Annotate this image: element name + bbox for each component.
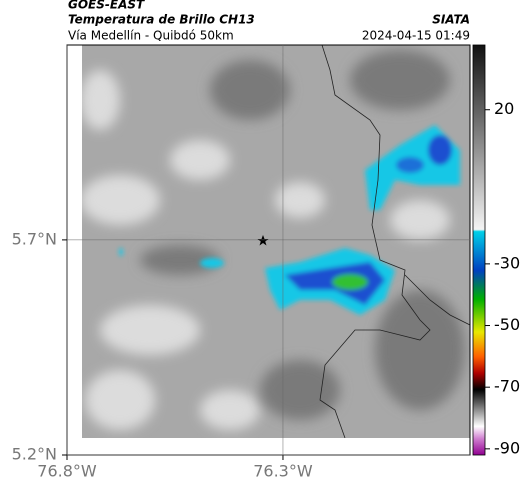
source: GOES-EAST <box>68 0 145 12</box>
colorbar-tick-label: -30 <box>494 253 520 272</box>
y-tick-label: 5.7°N <box>12 229 57 248</box>
colorbar-tick-label: -90 <box>494 438 520 457</box>
subtitle: Vía Medellín - Quibdó 50km <box>68 29 234 43</box>
timestamp: 2024-04-15 01:49 <box>362 29 470 43</box>
colorbar <box>472 44 486 456</box>
colorbar-tick-label: -50 <box>494 315 520 334</box>
title: Temperatura de Brillo CH13 <box>68 13 255 27</box>
satellite-image <box>82 45 470 438</box>
y-tick-label: 5.2°N <box>12 445 57 464</box>
location-star <box>257 235 269 246</box>
x-tick-label: 76.3°W <box>253 462 313 481</box>
colorbar-tick-label: 20 <box>494 99 514 118</box>
x-tick-label: 76.8°W <box>37 462 97 481</box>
brand: SIATA <box>432 13 470 27</box>
colorbar-tick-label: -70 <box>494 377 520 396</box>
